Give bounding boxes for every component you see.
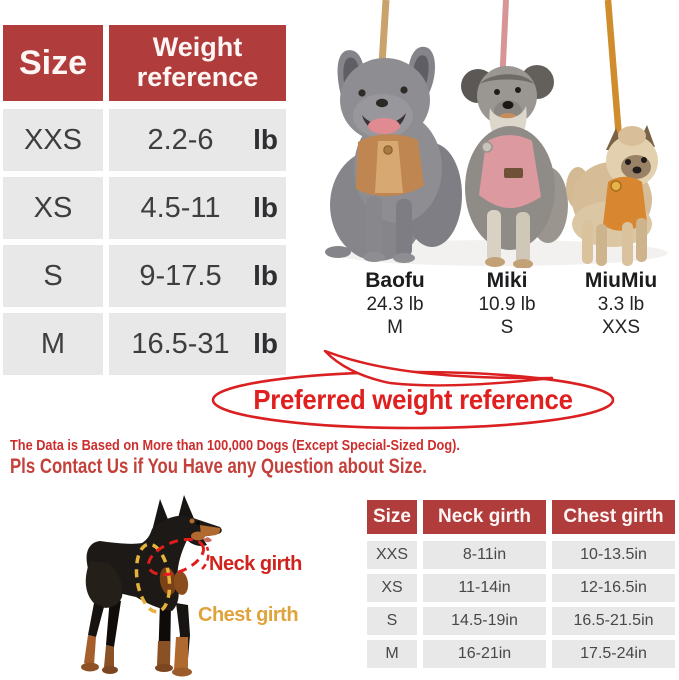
table-row: XXS 2.2-6 lb	[3, 109, 286, 171]
weight-range-cell: 2.2-6 lb	[109, 109, 286, 171]
weight-range: 4.5-11	[140, 191, 221, 224]
size-cell: S	[3, 245, 103, 307]
unit-label: lb	[253, 192, 278, 223]
size-cell: XS	[3, 177, 103, 239]
size-cell: S	[367, 607, 417, 635]
weight-range: 16.5-31	[131, 327, 230, 360]
weight-range-cell: 4.5-11 lb	[109, 177, 286, 239]
dog-name: Miki	[486, 269, 528, 292]
girth-table-header: Size Neck girth Chest girth	[367, 500, 675, 534]
chest-girth-cell: 16.5-21.5in	[552, 607, 675, 635]
three-dogs-photo	[325, 0, 668, 268]
dog-weight: 10.9 lb	[478, 294, 536, 315]
yorkie-illustration	[566, 125, 658, 266]
table-row: XXS 8-11in 10-13.5in	[367, 541, 675, 569]
girth-table-header-neck: Neck girth	[423, 500, 546, 534]
weight-range: 9-17.5	[139, 259, 222, 292]
schnauzer-illustration	[461, 65, 568, 268]
dog-caption-baofu: Baofu 24.3 lb M	[340, 269, 450, 339]
weight-range-cell: 9-17.5 lb	[109, 245, 286, 307]
weight-table-header-weight: Weight reference	[109, 25, 286, 101]
unit-label: lb	[253, 124, 278, 155]
dog-weight: 3.3 lb	[597, 294, 645, 315]
contact-note: Pls Contact Us if You Have any Question …	[10, 454, 427, 478]
unit-label: lb	[253, 260, 278, 291]
neck-girth-dashes	[147, 537, 205, 577]
table-row: S 9-17.5 lb	[3, 245, 286, 307]
size-cell: XXS	[367, 541, 417, 569]
unit-label: lb	[253, 328, 278, 359]
weight-table-header-size: Size	[3, 25, 103, 101]
table-row: XS 4.5-11 lb	[3, 177, 286, 239]
chest-girth-cell: 17.5-24in	[552, 640, 675, 668]
size-cell: M	[3, 313, 103, 375]
french-bulldog-illustration	[325, 46, 462, 263]
weight-range-cell: 16.5-31 lb	[109, 313, 286, 375]
weight-table-rows: XXS 2.2-6 lb XS 4.5-11 lb S 9-17.5 lb M …	[3, 109, 286, 375]
neck-girth-cell: 16-21in	[423, 640, 546, 668]
chest-girth-label: Chest girth	[198, 604, 299, 626]
dog-size: M	[387, 317, 403, 338]
callout-tail	[323, 349, 554, 387]
neck-girth-cell: 8-11in	[423, 541, 546, 569]
dog-name: Baofu	[365, 269, 425, 292]
table-row: XS 11-14in 12-16.5in	[367, 574, 675, 602]
dog-caption-miumiu: MiuMiu 3.3 lb XXS	[566, 269, 676, 339]
callout-oval	[211, 349, 615, 430]
neck-girth-cell: 11-14in	[423, 574, 546, 602]
table-row: M 16-21in 17.5-24in	[367, 640, 675, 668]
size-cell: XXS	[3, 109, 103, 171]
dog-name: MiuMiu	[584, 269, 658, 292]
size-cell: XS	[367, 574, 417, 602]
size-cell: M	[367, 640, 417, 668]
weight-range: 2.2-6	[147, 123, 214, 156]
neck-girth-pointer	[201, 546, 210, 570]
table-row: M 16.5-31 lb	[3, 313, 286, 375]
dog-size: S	[500, 317, 514, 338]
chest-girth-cell: 10-13.5in	[552, 541, 675, 569]
neck-girth-label: Neck girth	[209, 553, 302, 575]
girth-table-header-size: Size	[367, 500, 417, 534]
data-basis-note: The Data is Based on More than 100,000 D…	[10, 437, 460, 454]
callout-label: Preferred weight reference	[253, 384, 573, 415]
table-row: S 14.5-19in 16.5-21.5in	[367, 607, 675, 635]
weight-table-header: Size Weight reference	[3, 25, 286, 101]
doberman-illustration	[81, 495, 222, 677]
girth-table-header-chest: Chest girth	[552, 500, 675, 534]
chest-girth-cell: 12-16.5in	[552, 574, 675, 602]
dog-weight: 24.3 lb	[366, 294, 424, 315]
dog-caption-miki: Miki 10.9 lb S	[452, 269, 562, 339]
neck-girth-cell: 14.5-19in	[423, 607, 546, 635]
dog-size: XXS	[601, 317, 641, 338]
girth-table-rows: XXS 8-11in 10-13.5in XS 11-14in 12-16.5i…	[367, 541, 675, 668]
